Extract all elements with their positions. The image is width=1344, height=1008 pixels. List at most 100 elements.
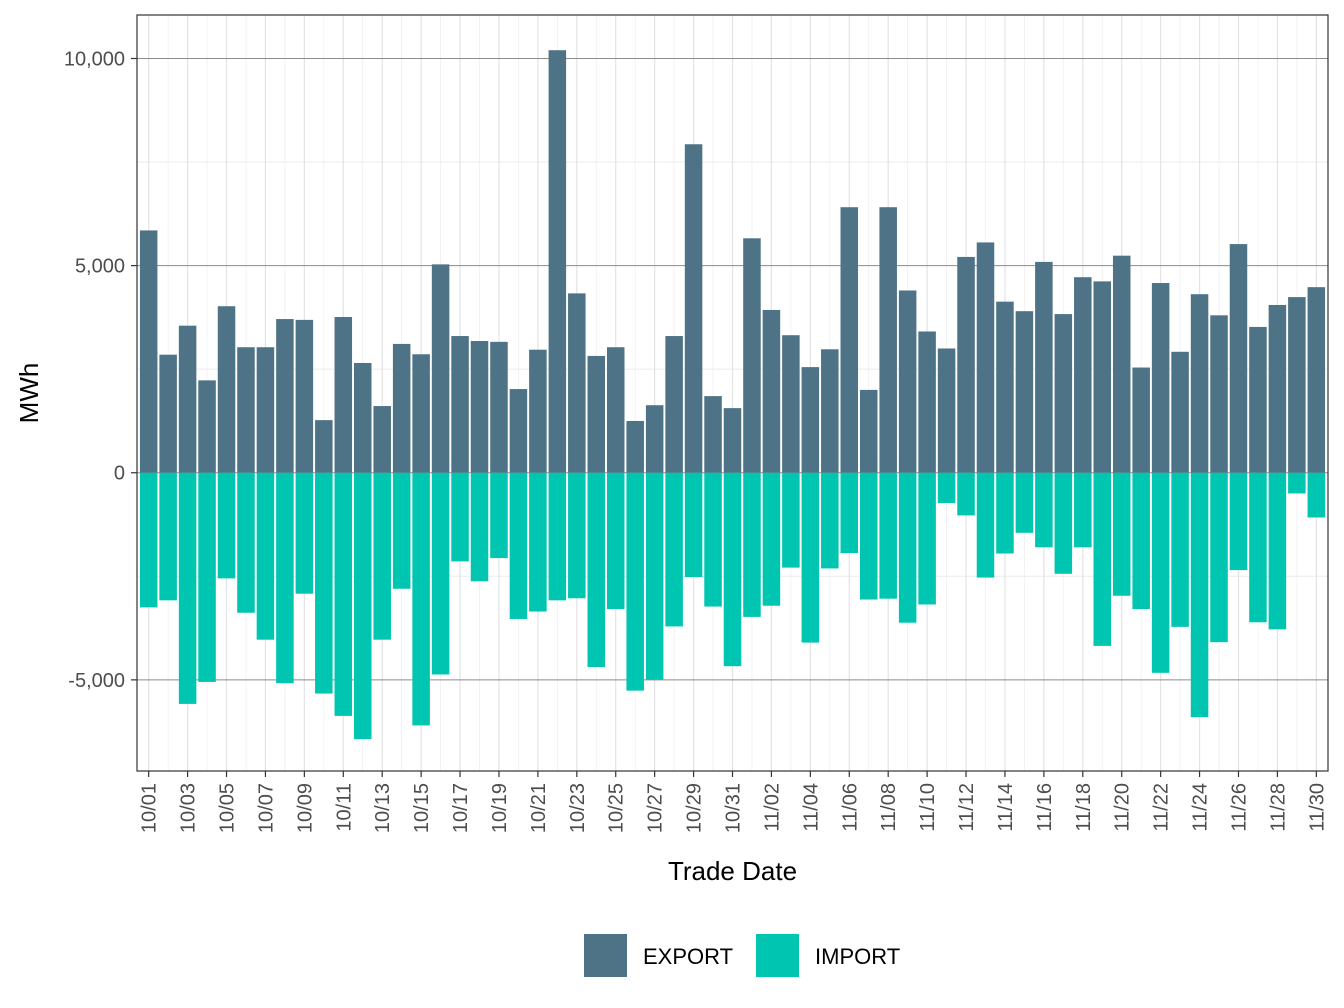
x-tick-label: 11/24 [1190,783,1212,832]
x-tick-label: 11/30 [1306,783,1328,832]
x-tick-label: 11/06 [839,783,861,832]
bar-export-11-26 [1229,244,1248,473]
bar-import-10-30 [704,472,722,607]
bar-import-10-08 [276,472,294,684]
bar-export-10-18 [470,341,489,473]
x-tick-label: 10/13 [372,783,394,833]
bar-export-11-30 [1307,287,1326,473]
y-axis-title: MWh [14,363,44,424]
bar-import-10-31 [723,472,742,667]
x-tick-label: 10/19 [489,783,511,833]
bar-import-11-21 [1132,472,1150,610]
legend-swatch-export [584,934,627,977]
bar-export-10-20 [509,389,528,473]
bar-export-10-03 [178,325,197,473]
bar-export-10-27 [645,405,664,473]
bar-import-10-26 [626,472,644,691]
x-tick-label: 10/11 [333,783,355,832]
bar-import-10-06 [237,472,255,613]
bar-import-11-22 [1151,472,1170,673]
bar-import-10-02 [159,472,177,601]
x-axis-title: Trade Date [668,856,797,886]
bar-export-10-21 [529,349,547,473]
bar-export-10-01 [139,230,158,473]
bar-export-10-13 [373,406,391,473]
bar-export-11-16 [1035,261,1053,473]
bar-import-10-29 [684,472,703,578]
bar-import-11-12 [957,472,975,516]
x-tick-label: 11/04 [800,783,822,832]
bar-export-11-07 [859,389,878,473]
bar-import-11-04 [801,472,820,643]
bar-export-11-22 [1151,283,1170,473]
bar-import-10-16 [431,472,450,675]
bar-import-10-23 [568,472,586,599]
bar-import-11-07 [859,472,878,600]
bar-import-11-05 [821,472,839,569]
bar-export-10-05 [217,306,236,473]
x-tick-label: 10/15 [411,783,433,833]
bar-import-11-29 [1288,472,1306,494]
bar-import-10-12 [353,472,372,740]
bar-import-11-15 [1015,472,1034,533]
bar-import-10-20 [509,472,528,619]
x-tick-label: 10/21 [528,783,550,833]
bar-export-11-11 [937,348,956,473]
bar-import-11-11 [937,472,956,503]
bar-import-11-06 [840,472,859,554]
x-tick-label: 10/31 [723,783,745,833]
bar-export-11-19 [1093,281,1112,473]
bar-import-10-13 [373,472,391,640]
x-tick-label: 11/22 [1151,783,1173,832]
bar-import-11-23 [1171,472,1189,627]
x-tick-label: 11/18 [1073,783,1095,832]
x-tick-label: 10/01 [139,783,161,833]
y-tick-label: -5,000 [68,670,125,692]
x-tick-label: 11/02 [761,783,783,832]
y-axis: -5,000 0 5,000 10,000 [64,48,137,692]
bar-import-11-16 [1035,472,1053,548]
bar-export-11-02 [762,309,781,473]
y-tick-label: 0 [114,463,125,485]
bar-import-10-05 [217,472,236,579]
bar-export-10-06 [237,347,255,473]
x-tick-label: 10/09 [294,783,316,833]
bar-export-10-23 [568,293,586,473]
bar-import-10-14 [392,472,411,589]
bar-import-11-27 [1249,472,1267,623]
bar-import-11-13 [976,472,995,578]
bar-export-11-18 [1074,277,1092,473]
bar-import-10-27 [645,472,664,680]
bar-export-10-16 [431,264,450,473]
bar-export-10-19 [490,341,508,473]
bar-import-11-08 [879,472,897,599]
bar-export-10-28 [665,336,683,473]
bar-import-10-22 [548,472,567,601]
bar-import-11-19 [1093,472,1112,646]
bar-export-11-27 [1249,326,1267,473]
bar-import-11-18 [1074,472,1092,548]
bar-import-10-21 [529,472,547,612]
bar-export-11-04 [801,367,820,473]
bar-import-10-18 [470,472,489,582]
bar-export-10-25 [606,347,625,473]
bar-export-10-07 [256,347,275,473]
bar-export-11-09 [898,290,917,473]
bar-import-10-09 [295,472,314,594]
x-tick-label: 10/23 [567,783,589,833]
bar-import-11-02 [762,472,781,606]
bar-export-10-22 [548,50,567,473]
bar-export-10-09 [295,319,314,473]
bar-export-11-03 [782,335,800,473]
bar-import-10-15 [412,472,430,726]
x-tick-label: 11/10 [917,783,939,832]
bar-import-10-19 [490,472,508,559]
bar-export-11-05 [821,349,839,473]
bar-export-11-23 [1171,351,1189,473]
x-tick-label: 10/05 [217,783,239,833]
bar-import-11-10 [918,472,936,605]
bar-export-11-10 [918,331,936,473]
bar-export-11-29 [1288,297,1306,473]
x-tick-label: 10/03 [178,783,200,833]
bar-export-10-11 [334,316,353,473]
